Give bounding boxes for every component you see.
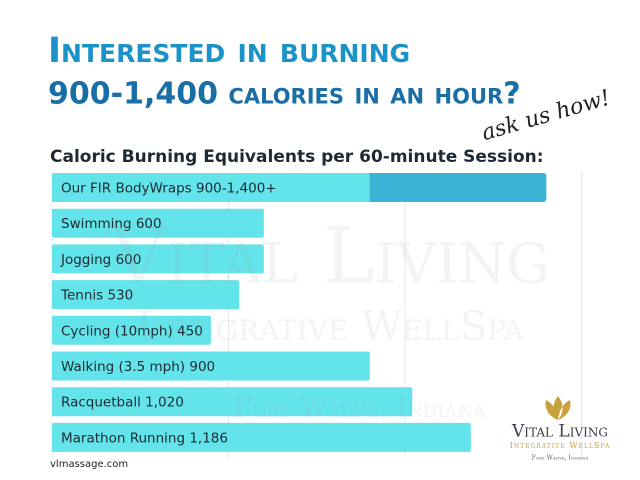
- bars: Our FIR BodyWraps 900-1,400+ Swimming 600…: [52, 173, 547, 452]
- category-label: Swimming: [61, 216, 132, 232]
- watermark-name: Vital Living: [109, 212, 550, 302]
- bar: [52, 387, 413, 417]
- category-label: Racquetball: [61, 395, 141, 411]
- category-label: Our FIR BodyWraps: [61, 181, 192, 197]
- chart-title: Caloric Burning Equivalents per 60-minut…: [50, 147, 544, 167]
- logo-name: Vital Living: [511, 422, 608, 442]
- bar: [52, 422, 471, 452]
- bar-label: Racquetball 1,020: [61, 395, 184, 411]
- value-label: 1,186: [189, 430, 228, 446]
- value-label: 530: [107, 288, 133, 304]
- bar: [52, 351, 370, 381]
- watermark-tagline: Integrative WellSpa: [136, 304, 524, 350]
- category-label: Tennis: [60, 288, 103, 304]
- category-label: Walking (3.5 mph): [61, 359, 185, 375]
- bar-label: Walking (3.5 mph) 900: [61, 359, 215, 375]
- bar-label: Marathon Running 1,186: [61, 430, 228, 446]
- value-label: 600: [136, 216, 162, 232]
- bar-label: Cycling (10mph) 450: [61, 323, 203, 339]
- bar-label: Our FIR BodyWraps 900-1,400+: [61, 181, 277, 197]
- bar: [52, 244, 264, 274]
- bar: [52, 173, 370, 202]
- category-label: Jogging: [60, 252, 111, 268]
- logo-tagline: Integrative WellSpa: [510, 441, 611, 450]
- logo-place: Fort Wayne, Indiana: [532, 455, 589, 462]
- bar: [52, 280, 240, 310]
- watermark: Vital Living Integrative WellSpa Fort Wa…: [109, 212, 550, 425]
- bar: [52, 315, 211, 345]
- logo-icon: [545, 396, 571, 420]
- headline: Interested in burning: [48, 31, 410, 71]
- bar-label: Jogging 600: [60, 252, 141, 268]
- value-label: 1,020: [145, 395, 184, 411]
- value-label: 600: [116, 252, 142, 268]
- watermark-place: Fort Wayne, Indiana: [234, 394, 487, 424]
- value-label: 900-1,400+: [196, 181, 277, 197]
- category-label: Cycling (10mph): [61, 323, 173, 339]
- bar-label: Tennis 530: [60, 288, 133, 304]
- value-label: 450: [177, 323, 203, 339]
- bar: [52, 208, 264, 238]
- category-label: Marathon Running: [61, 430, 185, 446]
- footer-url: vlmassage.com: [50, 459, 128, 470]
- value-label: 900: [189, 359, 215, 375]
- subheadline: 900-1,400 calories in an hour?: [48, 77, 521, 112]
- bar-label: Swimming 600: [61, 216, 162, 232]
- logo: Vital Living Integrative WellSpa Fort Wa…: [510, 396, 611, 462]
